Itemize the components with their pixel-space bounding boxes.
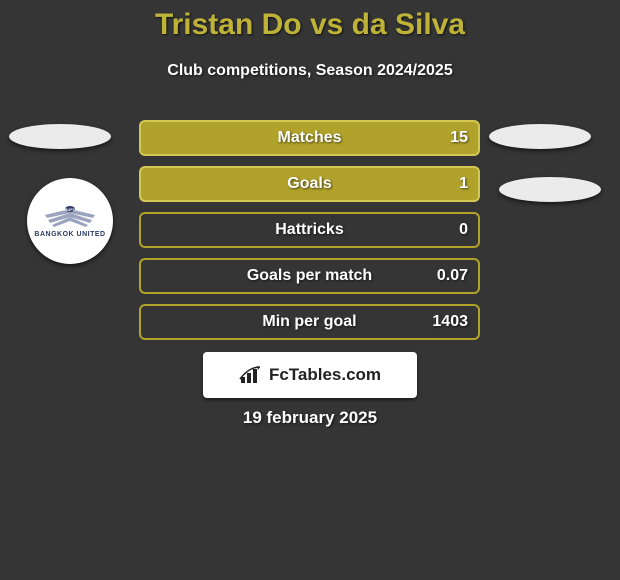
- stat-row-goals: Goals 1: [139, 166, 480, 202]
- fctables-label: FcTables.com: [269, 365, 381, 385]
- comparison-infographic: Tristan Do vs da Silva Club competitions…: [0, 0, 620, 580]
- stat-label: Min per goal: [262, 313, 356, 331]
- stat-value: 0.07: [437, 267, 468, 285]
- club-name: BANGKOK UNITED: [34, 231, 105, 238]
- stat-label: Goals per match: [247, 267, 372, 285]
- stat-value: 1: [459, 175, 468, 193]
- wings-icon: BUFC: [39, 205, 101, 229]
- player-left-placeholder: [9, 124, 111, 149]
- bar-chart-icon: [239, 365, 263, 385]
- stat-value: 0: [459, 221, 468, 239]
- stat-row-hattricks: Hattricks 0: [139, 212, 480, 248]
- page-title: Tristan Do vs da Silva: [0, 8, 620, 42]
- stat-row-matches: Matches 15: [139, 120, 480, 156]
- stat-value: 1403: [432, 313, 468, 331]
- fctables-watermark: FcTables.com: [203, 352, 417, 398]
- svg-text:BUFC: BUFC: [64, 207, 75, 212]
- stat-label: Hattricks: [275, 221, 343, 239]
- player-right-placeholder-1: [489, 124, 591, 149]
- stat-label: Matches: [277, 129, 341, 147]
- subtitle: Club competitions, Season 2024/2025: [0, 62, 620, 80]
- stat-label: Goals: [287, 175, 331, 193]
- stat-value: 15: [450, 129, 468, 147]
- player-right-placeholder-2: [499, 177, 601, 202]
- club-badge: BUFC BANGKOK UNITED: [27, 178, 113, 264]
- date-label: 19 february 2025: [0, 408, 620, 428]
- stat-row-min-per-goal: Min per goal 1403: [139, 304, 480, 340]
- stat-row-goals-per-match: Goals per match 0.07: [139, 258, 480, 294]
- club-badge-inner: BUFC BANGKOK UNITED: [34, 205, 105, 238]
